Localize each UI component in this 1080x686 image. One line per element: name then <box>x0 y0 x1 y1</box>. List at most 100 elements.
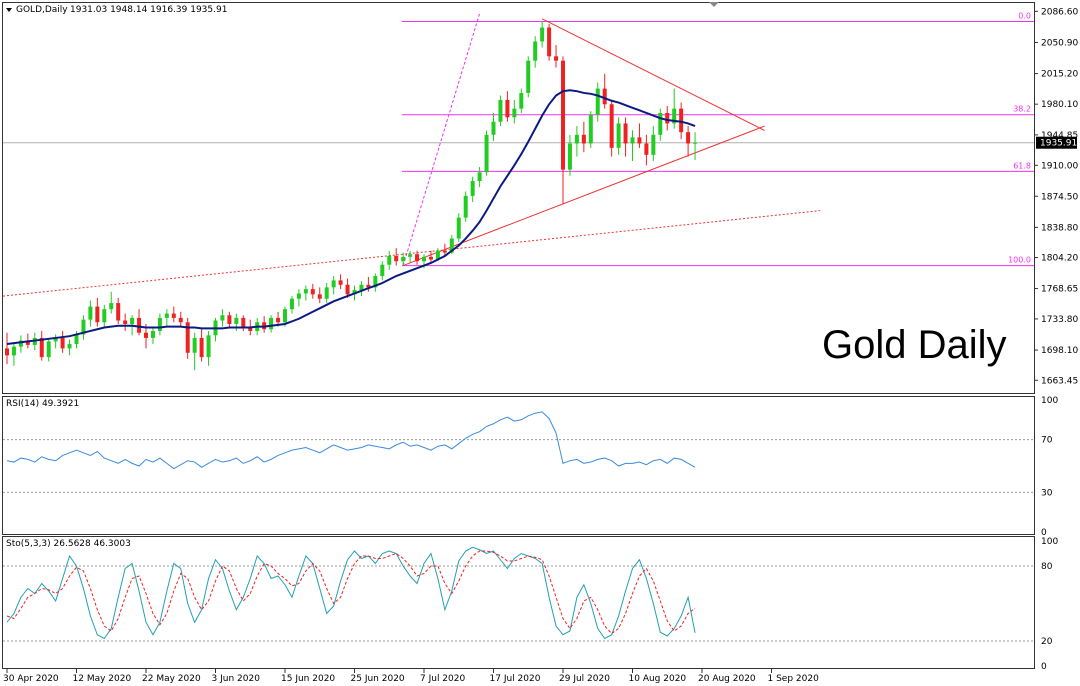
candle-body <box>317 294 322 299</box>
candle-body <box>602 88 607 105</box>
fib-level-label: 38.2 <box>1013 105 1031 114</box>
rsi-tick-label: 70 <box>1041 436 1053 446</box>
candle-body <box>491 121 496 135</box>
candle-body <box>498 99 503 122</box>
candle-body <box>561 60 565 170</box>
candle-body <box>157 317 162 331</box>
scroll-marker-icon[interactable] <box>709 2 719 7</box>
price-tick-label: 1944.85 <box>1041 131 1078 141</box>
candle-body <box>644 143 649 155</box>
candle-body <box>567 143 572 170</box>
price-tick-label: 1663.45 <box>1041 376 1078 386</box>
candle-body <box>380 264 385 277</box>
candle-body <box>5 348 9 356</box>
candle-body <box>408 254 413 257</box>
candle-body <box>11 346 16 356</box>
candle-body <box>331 280 336 288</box>
candle-body <box>206 335 211 358</box>
candle-body <box>116 303 121 321</box>
candle-body <box>130 317 135 324</box>
price-tick-label: 2015.20 <box>1041 70 1078 80</box>
gold-daily-title: Gold Daily <box>822 323 1007 367</box>
price-tick-label: 1804.20 <box>1041 254 1078 264</box>
candle-body <box>588 114 593 144</box>
sto-panel-frame <box>2 536 1035 669</box>
fib-level-label: 100.0 <box>1008 256 1031 265</box>
fib-level-label: 0.0 <box>1018 11 1031 20</box>
candle-body <box>227 315 232 324</box>
rsi-line <box>6 411 696 470</box>
date-tick-label: 22 May 2020 <box>142 674 201 684</box>
price-tick-label: 1910.00 <box>1041 161 1078 171</box>
candle-body <box>574 134 579 144</box>
candle-body <box>296 293 301 299</box>
fib-level-label: 61.8 <box>1013 161 1031 170</box>
candle-body <box>303 289 308 294</box>
candle-body <box>554 56 559 61</box>
rsi-tick-label: 0 <box>1041 528 1047 538</box>
candle-body <box>150 330 155 338</box>
triangle-lower-line <box>402 125 765 267</box>
candle-body <box>171 313 176 318</box>
ohlc-label: 1931.03 1948.14 1916.39 1935.91 <box>70 5 227 15</box>
price-tick-label: 1768.65 <box>1041 285 1078 295</box>
candle-body <box>387 255 392 265</box>
candle-body <box>248 326 253 331</box>
price-tick-label: 2086.60 <box>1041 7 1078 17</box>
candle-body <box>477 172 482 181</box>
candle-body <box>435 250 440 260</box>
sto-signal-line <box>6 550 696 635</box>
date-tick-label: 10 Aug 2020 <box>629 674 687 684</box>
candle-body <box>276 317 281 323</box>
date-tick-label: 30 Apr 2020 <box>3 674 59 684</box>
candle-body <box>164 313 169 318</box>
candle-body <box>540 27 545 42</box>
candle-body <box>25 340 30 345</box>
candle-body <box>220 315 225 321</box>
candle-body <box>484 134 489 173</box>
price-tick-label: 2050.90 <box>1041 38 1078 48</box>
candle-body <box>352 289 357 295</box>
candle-body <box>359 284 364 290</box>
sto-tick-label: 100 <box>1041 537 1058 547</box>
candle-body <box>505 99 510 118</box>
main-price-layer: 0.0 38.2 61.8 100.0 <box>2 11 1034 371</box>
sto-tick-label: 80 <box>1041 562 1053 572</box>
candle-body <box>95 306 100 323</box>
axes-layer: 2086.60 2050.90 2015.20 1980.10 1944.85 1910.… <box>3 7 1078 684</box>
candle-body <box>338 280 343 285</box>
candle-body <box>53 337 58 342</box>
candle-body <box>616 123 621 148</box>
candle-body <box>324 287 329 299</box>
price-tick-label: 1733.80 <box>1041 315 1078 325</box>
candle-body <box>178 317 183 323</box>
candle-body <box>442 250 447 253</box>
rsi-header-label: RSI(14) 49.3921 <box>6 399 79 409</box>
candle-body <box>665 112 670 124</box>
candle-body <box>679 108 684 133</box>
moving-average-line <box>6 89 696 346</box>
candle-body <box>651 134 656 155</box>
long-trend-dotted-line <box>2 210 821 297</box>
candle-body <box>60 337 65 349</box>
candle-body <box>463 195 468 218</box>
price-tick-label: 1874.50 <box>1041 192 1078 202</box>
candle-body <box>449 238 454 253</box>
candle-body <box>415 254 420 262</box>
candle-body <box>102 309 107 323</box>
price-tick-label: 1980.10 <box>1041 100 1078 110</box>
sto-layer: 100 80 20 0 <box>3 537 1058 672</box>
candle-body <box>609 104 614 148</box>
candle-body <box>693 142 698 144</box>
price-tick-label: 1698.10 <box>1041 346 1078 356</box>
candle-body <box>88 306 93 320</box>
current-price-tag-label: 1935.91 <box>1040 139 1077 149</box>
sto-main-line <box>6 546 696 640</box>
candle-body <box>241 317 246 327</box>
rsi-tick-label: 100 <box>1041 396 1058 406</box>
candle-body <box>623 123 628 144</box>
candle-body <box>199 337 204 358</box>
candle-body <box>595 88 600 115</box>
collapse-triangle-icon[interactable] <box>6 8 12 12</box>
candle-body <box>39 337 44 358</box>
